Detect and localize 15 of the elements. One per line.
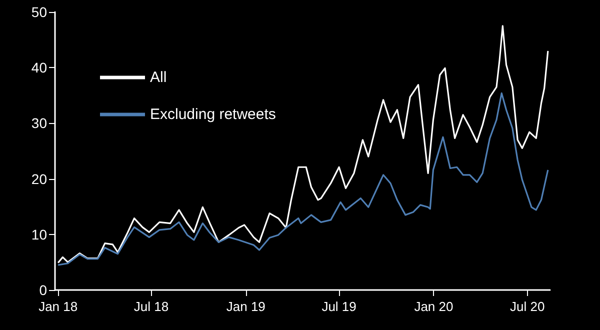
- y-tick-label: 0: [39, 282, 48, 298]
- y-tick-label: 10: [31, 226, 48, 242]
- x-tick-label: Jan 20: [414, 299, 454, 314]
- x-tick-label: Jul 19: [322, 299, 356, 314]
- x-tick-label: Jul 20: [510, 299, 545, 314]
- x-tick-label: Jan 18: [38, 299, 78, 314]
- x-tick-label: Jan 19: [226, 299, 266, 314]
- y-tick-label: 20: [31, 170, 48, 187]
- y-tick-label: 30: [31, 115, 48, 132]
- legend-label: All: [150, 69, 167, 86]
- legend-label: Excluding retweets: [150, 106, 276, 123]
- y-tick-label: 40: [31, 60, 48, 76]
- x-tick-label: Jul 18: [134, 299, 169, 314]
- y-tick-label: 50: [31, 4, 48, 20]
- line-series: [57, 92, 549, 266]
